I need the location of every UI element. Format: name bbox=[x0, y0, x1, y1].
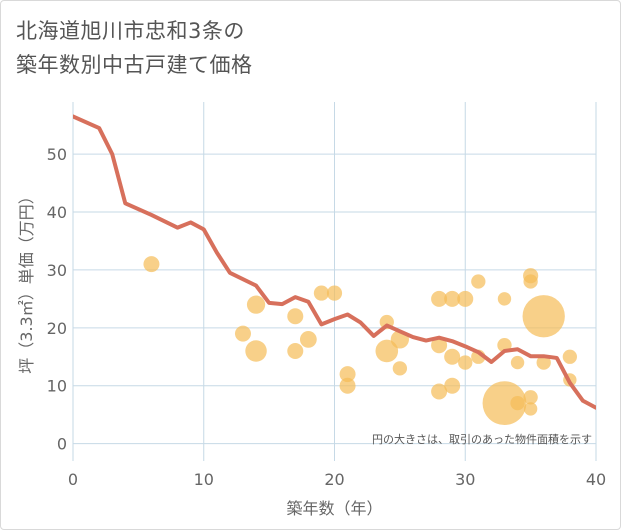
data-bubble bbox=[497, 292, 512, 306]
y-tick-label: 10 bbox=[47, 377, 67, 396]
data-bubble bbox=[339, 377, 356, 394]
data-bubble bbox=[431, 337, 448, 354]
data-bubble bbox=[457, 290, 474, 307]
y-tick-label: 50 bbox=[47, 145, 67, 164]
ticks: 0 10 20 30 40 0 10 20 30 40 50 bbox=[47, 145, 607, 489]
data-bubble bbox=[523, 274, 538, 289]
data-bubble bbox=[246, 295, 266, 314]
size-note: 円の大きさは、取引のあった物件面積を示す bbox=[372, 432, 592, 446]
chart-title-line-2: 築年数別中古戸建て価格 bbox=[16, 53, 253, 77]
x-tick-label: 30 bbox=[455, 470, 475, 489]
y-tick-label: 20 bbox=[47, 319, 67, 338]
data-bubble bbox=[522, 295, 565, 338]
x-tick-label: 0 bbox=[68, 470, 78, 489]
data-bubble bbox=[287, 308, 304, 325]
y-tick-label: 0 bbox=[57, 435, 67, 454]
y-tick-label: 40 bbox=[47, 203, 67, 222]
data-bubble bbox=[339, 366, 356, 383]
data-bubble bbox=[523, 402, 538, 416]
data-bubble bbox=[444, 348, 461, 365]
data-bubble bbox=[482, 381, 527, 426]
data-bubble bbox=[510, 355, 525, 370]
data-bubble bbox=[444, 290, 461, 307]
y-tick-label: 30 bbox=[47, 261, 67, 280]
average-price-line bbox=[73, 114, 596, 410]
data-bubble bbox=[523, 390, 538, 405]
data-bubble bbox=[313, 285, 330, 301]
chart-title-line-1: 北海道旭川市忠和3条の bbox=[16, 19, 245, 43]
data-bubble bbox=[392, 361, 408, 376]
x-tick-label: 10 bbox=[194, 470, 214, 489]
data-bubble bbox=[510, 395, 525, 411]
data-bubble bbox=[471, 274, 486, 289]
y-axis-title: 坪（3.3㎡）単価（万円） bbox=[17, 188, 36, 373]
data-bubble bbox=[326, 285, 343, 301]
data-bubble bbox=[234, 325, 251, 342]
data-bubble bbox=[536, 355, 551, 370]
x-axis-title: 築年数（年） bbox=[286, 499, 382, 518]
data-bubble bbox=[287, 342, 304, 359]
x-tick-label: 40 bbox=[586, 470, 606, 489]
data-bubble bbox=[562, 349, 578, 364]
data-bubble bbox=[431, 290, 448, 307]
data-bubble bbox=[444, 377, 461, 394]
lines bbox=[73, 114, 596, 410]
data-bubble bbox=[299, 331, 317, 348]
chart-title: 北海道旭川市忠和3条の 築年数別中古戸建て価格 bbox=[16, 14, 253, 82]
data-bubble bbox=[375, 339, 399, 363]
data-bubble bbox=[431, 383, 448, 400]
data-bubble bbox=[245, 340, 267, 362]
x-tick-label: 20 bbox=[324, 470, 344, 489]
data-bubble bbox=[458, 355, 473, 370]
data-bubble bbox=[143, 256, 160, 273]
